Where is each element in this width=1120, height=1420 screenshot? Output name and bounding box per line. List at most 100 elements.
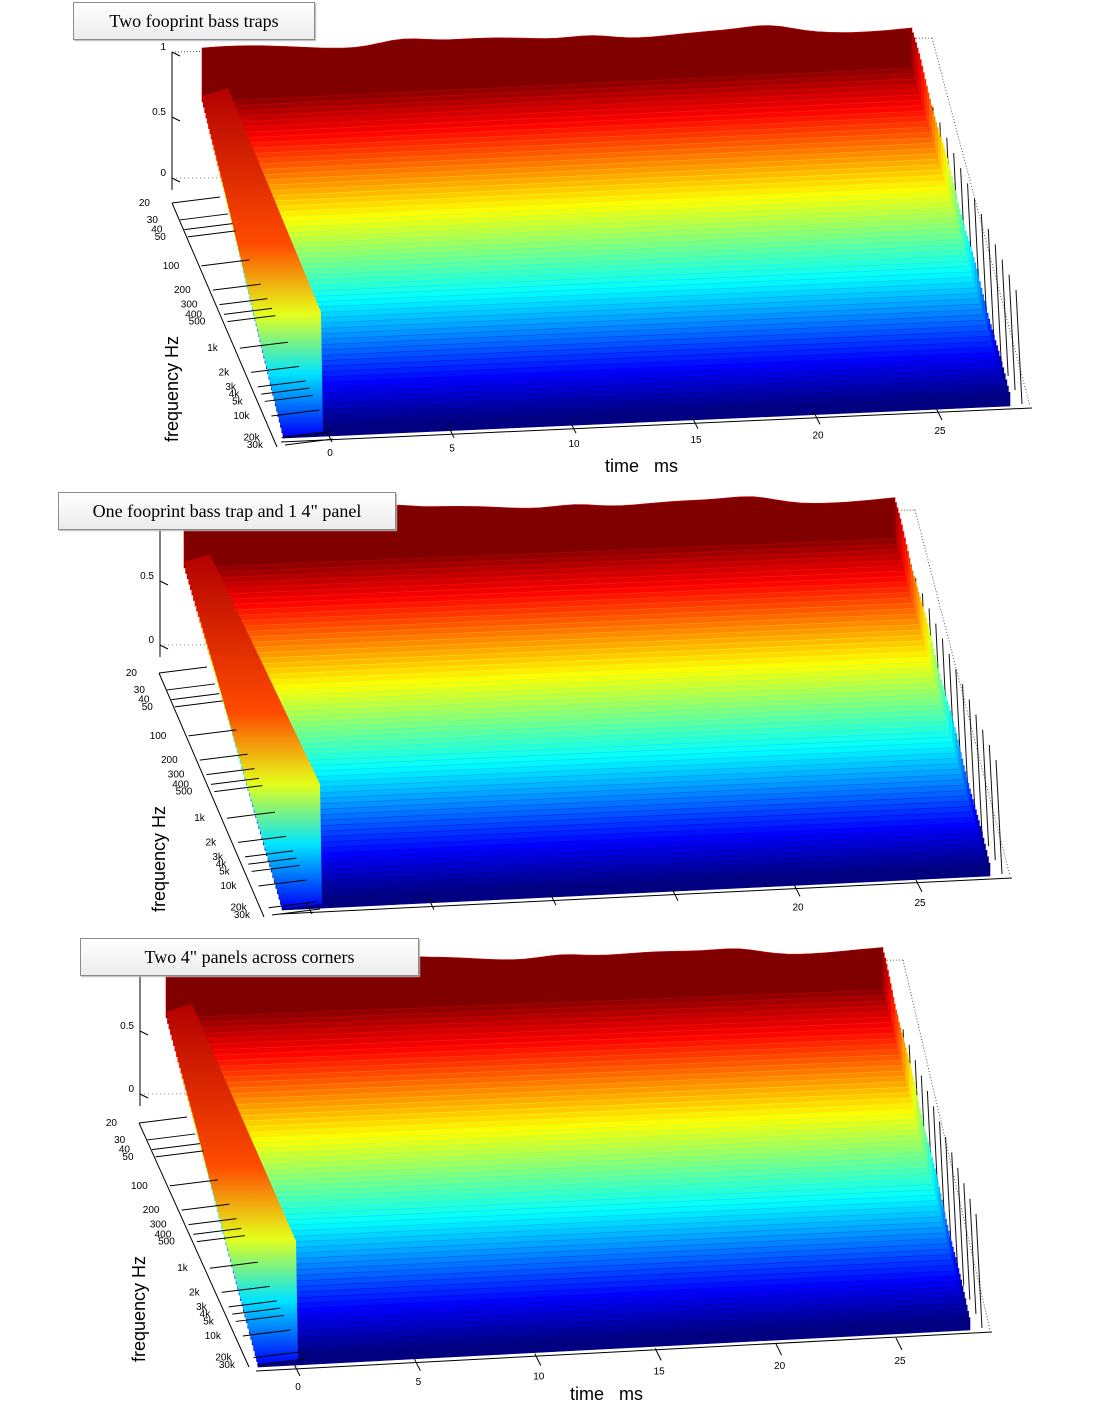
frequency-tick bbox=[179, 213, 228, 221]
frequency-axis-line bbox=[138, 1122, 250, 1368]
time-tick-label: 15 bbox=[654, 1366, 666, 1377]
frequency-tick bbox=[251, 365, 300, 373]
side-curtain-line bbox=[1008, 274, 1016, 391]
frequency-tick bbox=[171, 693, 220, 701]
time-tick-label: 25 bbox=[894, 1356, 906, 1367]
frequency-tick-label: 500 bbox=[176, 787, 193, 798]
z-axis-tick-label: 0 bbox=[128, 1084, 134, 1095]
frequency-tick bbox=[261, 387, 310, 395]
waterfall-plot: 00.5203040501002003004005001k2k3k4k5k10k… bbox=[126, 496, 1013, 921]
frequency-tick-label: 400 bbox=[172, 779, 189, 790]
frequency-tick bbox=[271, 409, 320, 417]
time-tick bbox=[534, 1353, 542, 1366]
time-tick bbox=[293, 1363, 301, 1377]
frequency-tick-label: 300 bbox=[168, 770, 185, 781]
initial-decay-wall bbox=[184, 554, 322, 908]
frequency-axis-line bbox=[158, 672, 265, 918]
time-axis-line bbox=[255, 1331, 993, 1372]
time-tick bbox=[447, 425, 455, 438]
frequency-axis-label: frequency Hz bbox=[162, 336, 182, 442]
frequency-tick-label: 40 bbox=[119, 1145, 131, 1156]
frequency-tick bbox=[158, 666, 208, 674]
frequency-tick-label: 20 bbox=[106, 1118, 118, 1129]
frequency-tick-label: 30k bbox=[234, 910, 251, 921]
time-tick bbox=[427, 897, 435, 910]
time-tick-label: 15 bbox=[690, 435, 702, 446]
time-tick-label: 5 bbox=[449, 444, 455, 455]
z-axis-tick bbox=[159, 580, 169, 586]
frequency-tick-label: 300 bbox=[181, 300, 198, 311]
chart-title: Two 4" panels across corners bbox=[80, 938, 419, 976]
z-axis-tick-label: 0 bbox=[148, 635, 154, 646]
frequency-tick bbox=[221, 1285, 270, 1293]
frequency-tick-label: 20k bbox=[230, 903, 247, 914]
frequency-tick bbox=[169, 1179, 218, 1187]
side-curtain-line bbox=[987, 229, 995, 349]
time-tick-label: 5 bbox=[416, 1377, 422, 1388]
frequency-tick bbox=[258, 879, 307, 887]
side-curtain-line bbox=[963, 1183, 971, 1300]
frequency-tick-label: 200 bbox=[143, 1205, 160, 1216]
frequency-axis-label: frequency Hz bbox=[149, 806, 169, 912]
frequency-tick-label: 1k bbox=[177, 1263, 189, 1274]
frequency-tick bbox=[174, 700, 223, 708]
time-tick-label: 25 bbox=[914, 898, 926, 909]
time-axis-label: time ms bbox=[570, 1384, 643, 1404]
frequency-tick-label: 300 bbox=[150, 1220, 167, 1231]
frequency-tick bbox=[219, 298, 268, 306]
frequency-tick-label: 30 bbox=[147, 215, 159, 226]
frequency-tick-label: 30k bbox=[219, 1360, 236, 1371]
frequency-tick-label: 10k bbox=[233, 411, 250, 422]
box-edge bbox=[931, 37, 1031, 407]
frequency-tick-label: 5k bbox=[232, 396, 244, 407]
frequency-tick bbox=[256, 1358, 306, 1366]
frequency-tick-label: 5k bbox=[219, 866, 231, 877]
waterfall-panel-2: 0 0.5 20 30 40 50 100 200 300 400 500 1k 2k 3k 4k 5k 10k… bbox=[0, 488, 1120, 928]
frequency-tick bbox=[268, 901, 317, 909]
frequency-tick bbox=[248, 857, 297, 865]
frequency-tick-label: 200 bbox=[161, 755, 178, 766]
frequency-tick-label: 40 bbox=[151, 225, 163, 236]
side-curtain-line bbox=[994, 244, 1002, 363]
z-axis-tick bbox=[171, 116, 181, 122]
frequency-tick bbox=[264, 394, 313, 402]
frequency-tick-label: 400 bbox=[155, 1229, 172, 1240]
frequency-tick bbox=[238, 835, 287, 843]
z-axis-tick-label: 0 bbox=[160, 168, 166, 179]
time-tick bbox=[813, 412, 821, 425]
frequency-tick-label: 50 bbox=[155, 232, 167, 243]
frequency-tick bbox=[214, 785, 263, 793]
frequency-tick bbox=[281, 431, 330, 439]
time-tick bbox=[691, 416, 699, 430]
frequency-tick bbox=[223, 307, 273, 315]
frequency-tick-label: 50 bbox=[122, 1152, 134, 1163]
time-axis-line bbox=[280, 407, 1033, 443]
side-curtain-line bbox=[969, 1198, 977, 1314]
frequency-tick-label: 100 bbox=[131, 1181, 148, 1192]
frequency-tick bbox=[212, 283, 261, 291]
z-axis-tick bbox=[171, 51, 181, 57]
frequency-tick-label: 500 bbox=[189, 317, 206, 328]
frequency-tick-label: 30 bbox=[134, 685, 146, 696]
frequency-tick-label: 3k bbox=[196, 1302, 208, 1313]
frequency-tick-label: 20 bbox=[126, 668, 138, 679]
z-axis-tick bbox=[159, 644, 169, 650]
initial-decay-wall bbox=[166, 1004, 298, 1365]
time-tick bbox=[413, 1358, 421, 1372]
frequency-tick bbox=[251, 864, 300, 872]
waterfall-plot: 00.5203040501002003004005001k2k3k4k5k10k… bbox=[106, 947, 993, 1404]
time-tick-label: 20 bbox=[792, 902, 804, 913]
frequency-tick-label: 500 bbox=[158, 1237, 175, 1248]
frequency-axis-label: frequency Hz bbox=[129, 1256, 149, 1362]
frequency-tick bbox=[199, 753, 248, 761]
frequency-tick bbox=[228, 1300, 277, 1308]
frequency-tick-label: 20k bbox=[215, 1353, 232, 1364]
frequency-tick-label: 3k bbox=[212, 852, 224, 863]
side-curtain-line bbox=[975, 714, 983, 833]
time-tick bbox=[671, 888, 679, 902]
side-curtain-line bbox=[951, 1152, 959, 1272]
side-curtain-line bbox=[982, 729, 990, 847]
side-curtain-line bbox=[995, 759, 1003, 875]
waterfall-plot: 00.51203040501002003004005001k2k3k4k5k10… bbox=[139, 25, 1033, 476]
initial-decay-wall bbox=[202, 88, 323, 436]
